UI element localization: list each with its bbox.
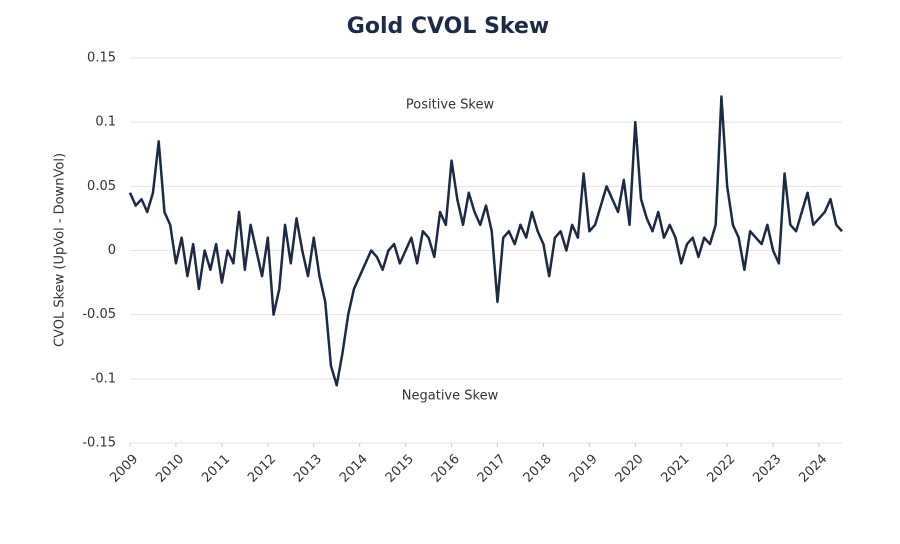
- x-tick-label: 2019: [567, 452, 601, 486]
- y-tick-label: 0: [108, 243, 116, 258]
- x-tick-label: 2015: [383, 452, 417, 486]
- y-tick-label: -0.05: [82, 307, 116, 322]
- x-tick-label: 2011: [199, 452, 233, 486]
- y-tick-label: 0.1: [95, 115, 116, 130]
- annotation: Positive Skew: [406, 98, 495, 113]
- x-tick-label: 2020: [613, 452, 647, 486]
- x-tick-label: 2023: [750, 452, 784, 486]
- y-tick-label: 0.05: [87, 179, 116, 194]
- x-tick-label: 2016: [429, 452, 463, 486]
- x-tick-label: 2021: [659, 452, 693, 486]
- x-tick-label: 2017: [475, 452, 509, 486]
- x-tick-label: 2018: [521, 452, 555, 486]
- y-tick-label: 0.15: [87, 51, 116, 66]
- y-tick-label: -0.15: [82, 436, 116, 451]
- y-axis-label: CVOL Skew (UpVol - DownVol): [53, 153, 68, 347]
- chart-title: Gold CVOL Skew: [347, 14, 549, 39]
- data-line: [128, 95, 843, 387]
- y-tick-label: -0.1: [91, 371, 116, 386]
- x-tick-label: 2022: [704, 452, 738, 486]
- x-tick-label: 2010: [153, 452, 187, 486]
- annotation: Negative Skew: [402, 389, 499, 404]
- x-tick-label: 2012: [245, 452, 279, 486]
- x-tick-label: 2009: [107, 452, 141, 486]
- x-tick-label: 2013: [291, 452, 325, 486]
- x-tick-label: 2014: [337, 452, 371, 486]
- x-tick-label: 2024: [796, 452, 830, 486]
